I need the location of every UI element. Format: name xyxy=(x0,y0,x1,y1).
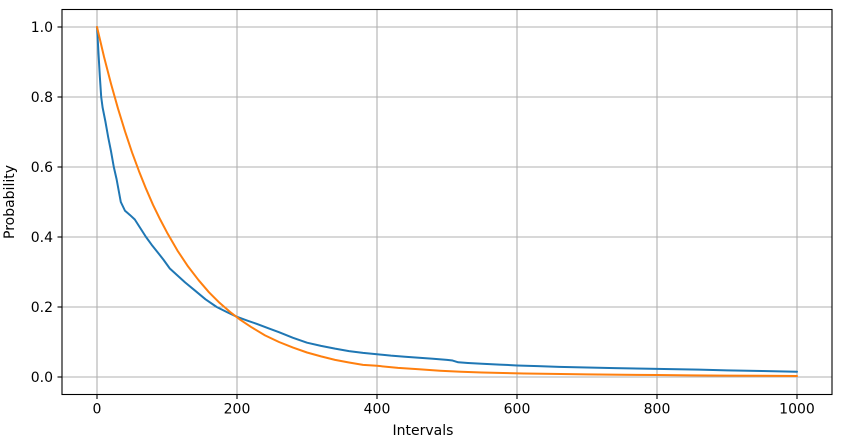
x-tick-label: 800 xyxy=(644,402,671,418)
x-tick-label: 1000 xyxy=(779,402,815,418)
y-tick-label: 0.8 xyxy=(31,90,53,106)
y-axis-label: Probability xyxy=(2,164,18,240)
series-line-blue xyxy=(96,26,798,373)
y-tick-label: 0.6 xyxy=(31,160,53,176)
series-line-orange xyxy=(96,26,798,378)
y-tick-label: 0.0 xyxy=(31,370,53,386)
y-tick-label: 0.2 xyxy=(31,300,53,316)
x-axis-label: Intervals xyxy=(392,423,454,439)
x-tick-label: 0 xyxy=(93,402,102,418)
y-tick-label: 1.0 xyxy=(31,20,53,36)
x-tick-label: 200 xyxy=(224,402,251,418)
x-tick-label: 400 xyxy=(364,402,391,418)
x-tick-label: 600 xyxy=(504,402,531,418)
y-tick-label: 0.4 xyxy=(31,230,53,246)
plot-border xyxy=(61,8,833,396)
